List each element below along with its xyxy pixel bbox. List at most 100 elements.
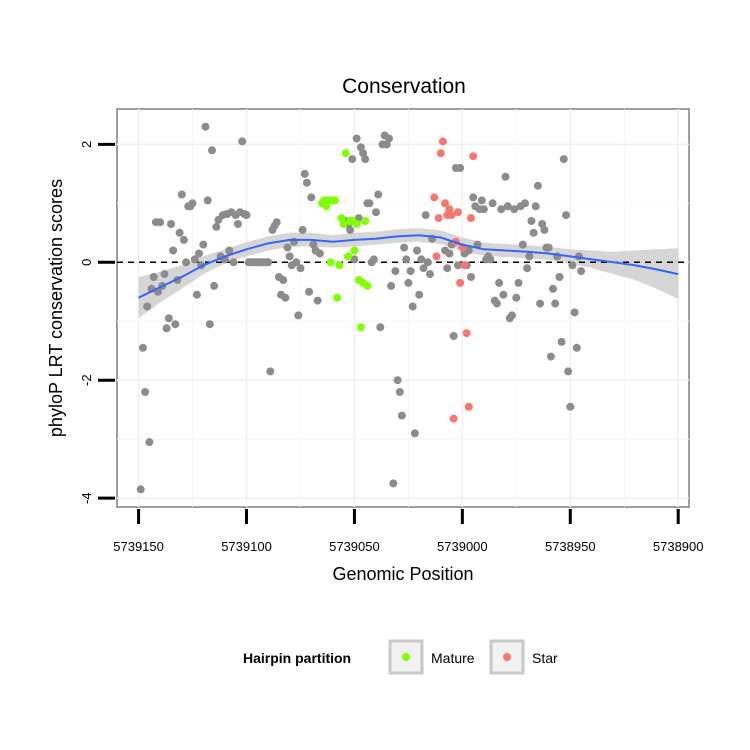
point-other (413, 246, 421, 255)
point-other (302, 178, 311, 187)
point-other (443, 264, 452, 273)
point-other (169, 246, 178, 255)
legend-title: Hairpin partition (243, 650, 351, 666)
point-mature (339, 220, 348, 228)
point-other (300, 169, 309, 178)
point-other (536, 299, 545, 308)
point-other (346, 225, 355, 234)
point-other (182, 258, 191, 267)
point-other (533, 181, 542, 190)
point-other (555, 273, 564, 281)
point-other (272, 218, 281, 227)
point-other (404, 278, 413, 287)
legend-label-mature: Mature (431, 650, 475, 666)
point-other (551, 299, 560, 308)
point-other (572, 343, 581, 352)
point-star (464, 402, 473, 411)
point-other (149, 273, 158, 281)
point-other (141, 388, 150, 396)
point-other (387, 281, 396, 290)
point-other (279, 276, 288, 284)
point-other (454, 261, 462, 270)
chart-title: Conservation (342, 75, 466, 98)
point-other (570, 308, 579, 317)
point-other (566, 402, 575, 411)
point-other (495, 278, 504, 287)
x-tick-label: 5739100 (221, 539, 272, 554)
smooth-confidence-band (138, 228, 679, 319)
point-mature (326, 258, 335, 267)
point-other (225, 246, 234, 255)
point-other (544, 243, 553, 252)
point-other (568, 261, 577, 270)
point-other (294, 311, 303, 320)
point-mature (341, 149, 350, 158)
point-other (421, 211, 430, 220)
point-star (467, 214, 475, 223)
point-other (503, 202, 512, 211)
point-other (233, 220, 242, 228)
point-other (162, 324, 171, 333)
point-other (525, 252, 534, 261)
point-other (292, 258, 301, 267)
point-other (175, 228, 184, 237)
point-other (352, 134, 361, 143)
point-other (167, 220, 175, 228)
point-other (179, 235, 188, 244)
point-other (374, 190, 383, 199)
point-other (540, 225, 549, 234)
point-other (365, 199, 374, 208)
point-other (415, 290, 424, 299)
point-star (436, 149, 445, 158)
point-other (469, 193, 478, 202)
x-tick-label: 5739150 (113, 539, 164, 554)
point-other (313, 296, 322, 305)
point-star (456, 278, 465, 287)
y-axis: -4 -2 0 2 (79, 141, 115, 504)
x-tick-label: 5738950 (545, 539, 596, 554)
point-mature (335, 261, 344, 270)
point-other (195, 249, 203, 258)
point-other (372, 208, 380, 217)
point-star (469, 152, 478, 161)
point-other (449, 332, 458, 340)
point-other (402, 255, 411, 264)
point-other (445, 249, 454, 258)
point-other (464, 246, 473, 255)
point-other (348, 155, 357, 164)
smooth-curve (138, 234, 679, 299)
point-other (395, 388, 404, 396)
point-other (160, 270, 169, 279)
y-axis-title: phyloP LRT conservation scores (46, 179, 66, 437)
point-other (514, 278, 523, 287)
point-other (298, 225, 307, 234)
point-other (559, 155, 568, 164)
point-other (266, 367, 275, 376)
point-other (389, 479, 398, 488)
point-star (460, 261, 469, 270)
point-other (136, 485, 145, 494)
point-other (510, 205, 519, 214)
point-other (203, 196, 212, 205)
point-other (546, 352, 555, 361)
point-other (177, 190, 186, 199)
smooth-line (138, 234, 679, 299)
point-other (201, 122, 210, 131)
point-other (417, 255, 426, 264)
point-other (512, 293, 521, 302)
point-other (281, 293, 290, 302)
point-other (521, 199, 529, 208)
point-other (145, 438, 154, 447)
legend-label-star: Star (532, 650, 558, 666)
point-other (238, 137, 247, 146)
point-other (190, 255, 199, 264)
point-other (369, 255, 378, 264)
point-other (307, 193, 316, 202)
point-other (264, 258, 273, 267)
point-other (549, 284, 557, 293)
point-other (283, 243, 292, 252)
point-other (557, 337, 566, 346)
point-mature (363, 281, 372, 290)
point-other (350, 255, 359, 264)
point-other (518, 240, 527, 249)
